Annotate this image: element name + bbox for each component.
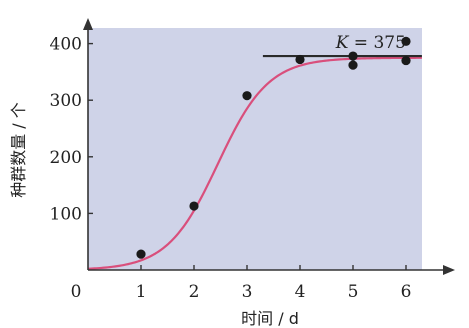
x-axis-title: 时间 / d xyxy=(241,309,299,328)
data-point xyxy=(401,36,411,46)
x-tick-label: 2 xyxy=(189,282,200,302)
axes-layer xyxy=(83,18,455,275)
y-tick-label: 300 xyxy=(50,91,82,111)
data-point xyxy=(401,55,411,66)
data-point xyxy=(189,201,199,211)
x-tick-label: 1 xyxy=(136,282,147,302)
y-tick-label: 100 xyxy=(50,204,82,224)
data-point xyxy=(348,60,358,70)
x-tick-label: 5 xyxy=(348,282,359,302)
k-line-layer: K = 375 xyxy=(262,33,422,58)
y-tick-label: 400 xyxy=(50,35,82,55)
data-points-layer xyxy=(136,36,411,259)
data-point xyxy=(242,91,252,101)
plot-background xyxy=(88,28,422,270)
y-tick-label: 200 xyxy=(50,148,82,168)
data-point xyxy=(295,54,305,65)
k-capacity-label: K = 375 xyxy=(335,33,406,53)
logistic-curve xyxy=(87,56,422,270)
y-axis-title: 种群数量 / 个 xyxy=(9,102,28,198)
data-point xyxy=(136,249,146,259)
x-tick-label: 3 xyxy=(242,282,253,302)
y-axis-arrow-icon xyxy=(83,18,93,30)
data-point xyxy=(348,51,358,61)
x-tick-label: 6 xyxy=(401,282,412,302)
origin-label: 0 xyxy=(71,282,82,302)
curve-layer xyxy=(87,56,422,270)
ticks-layer: 1 2 3 4 5 6 100 200 300 400 xyxy=(50,35,412,302)
x-tick-label: 4 xyxy=(295,282,306,302)
x-axis-arrow-icon xyxy=(443,265,455,275)
